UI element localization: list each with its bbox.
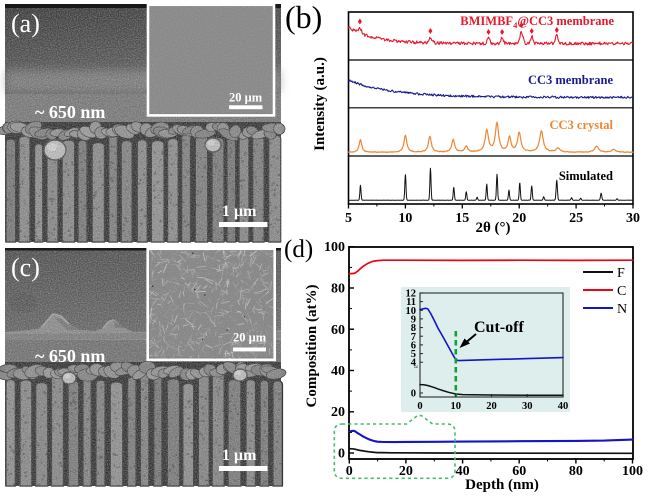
svg-text:CC3 membrane: CC3 membrane: [528, 73, 614, 87]
svg-text:F: F: [617, 266, 625, 281]
svg-text:(d): (d): [284, 236, 313, 263]
svg-text:60: 60: [331, 323, 345, 338]
svg-text:Cut-off: Cut-off: [474, 319, 524, 336]
svg-text:100: 100: [324, 240, 345, 255]
svg-text:Simulated: Simulated: [559, 169, 613, 183]
svg-text:80: 80: [569, 464, 583, 479]
svg-text:N: N: [617, 302, 627, 317]
svg-text:Composition (at%): Composition (at%): [304, 285, 320, 408]
svg-text:40: 40: [558, 401, 569, 412]
svg-text:(c): (c): [11, 253, 40, 282]
svg-text:(a): (a): [11, 9, 40, 38]
svg-text:1 μm: 1 μm: [222, 203, 257, 220]
svg-text:30: 30: [626, 211, 640, 226]
svg-text:≈: ≈: [414, 363, 418, 371]
svg-text:Intensity (a.u.): Intensity (a.u.): [312, 57, 328, 151]
svg-text:0: 0: [417, 401, 422, 412]
svg-text:20: 20: [486, 401, 497, 412]
svg-text:100: 100: [622, 464, 643, 479]
svg-text:10: 10: [398, 211, 412, 226]
svg-text:5: 5: [345, 211, 352, 226]
svg-text:40: 40: [331, 364, 345, 379]
svg-text:0: 0: [338, 447, 345, 462]
svg-text:~ 650 nm: ~ 650 nm: [35, 346, 105, 366]
svg-text:(b): (b): [285, 0, 322, 35]
svg-text:C: C: [617, 284, 626, 299]
svg-text:25: 25: [569, 211, 583, 226]
svg-text:0: 0: [411, 389, 416, 400]
svg-text:1 μm: 1 μm: [222, 447, 257, 464]
svg-text:20: 20: [512, 211, 526, 226]
svg-text:0: 0: [346, 464, 353, 479]
svg-text:20 μm: 20 μm: [233, 331, 267, 345]
svg-text:Depth (nm): Depth (nm): [465, 477, 539, 493]
svg-text:2θ (°): 2θ (°): [475, 220, 510, 236]
svg-text:~ 650 nm: ~ 650 nm: [35, 102, 105, 122]
svg-text:20: 20: [399, 464, 413, 479]
svg-text:CC3 crystal: CC3 crystal: [549, 118, 613, 132]
svg-text:30: 30: [522, 401, 533, 412]
svg-text:80: 80: [331, 282, 345, 297]
svg-text:10: 10: [451, 401, 462, 412]
svg-text:20: 20: [331, 405, 345, 420]
svg-text:BMIMBF4@CC3 membrane: BMIMBF4@CC3 membrane: [460, 14, 614, 30]
svg-text:15: 15: [455, 211, 469, 226]
svg-text:20 μm: 20 μm: [229, 91, 263, 105]
